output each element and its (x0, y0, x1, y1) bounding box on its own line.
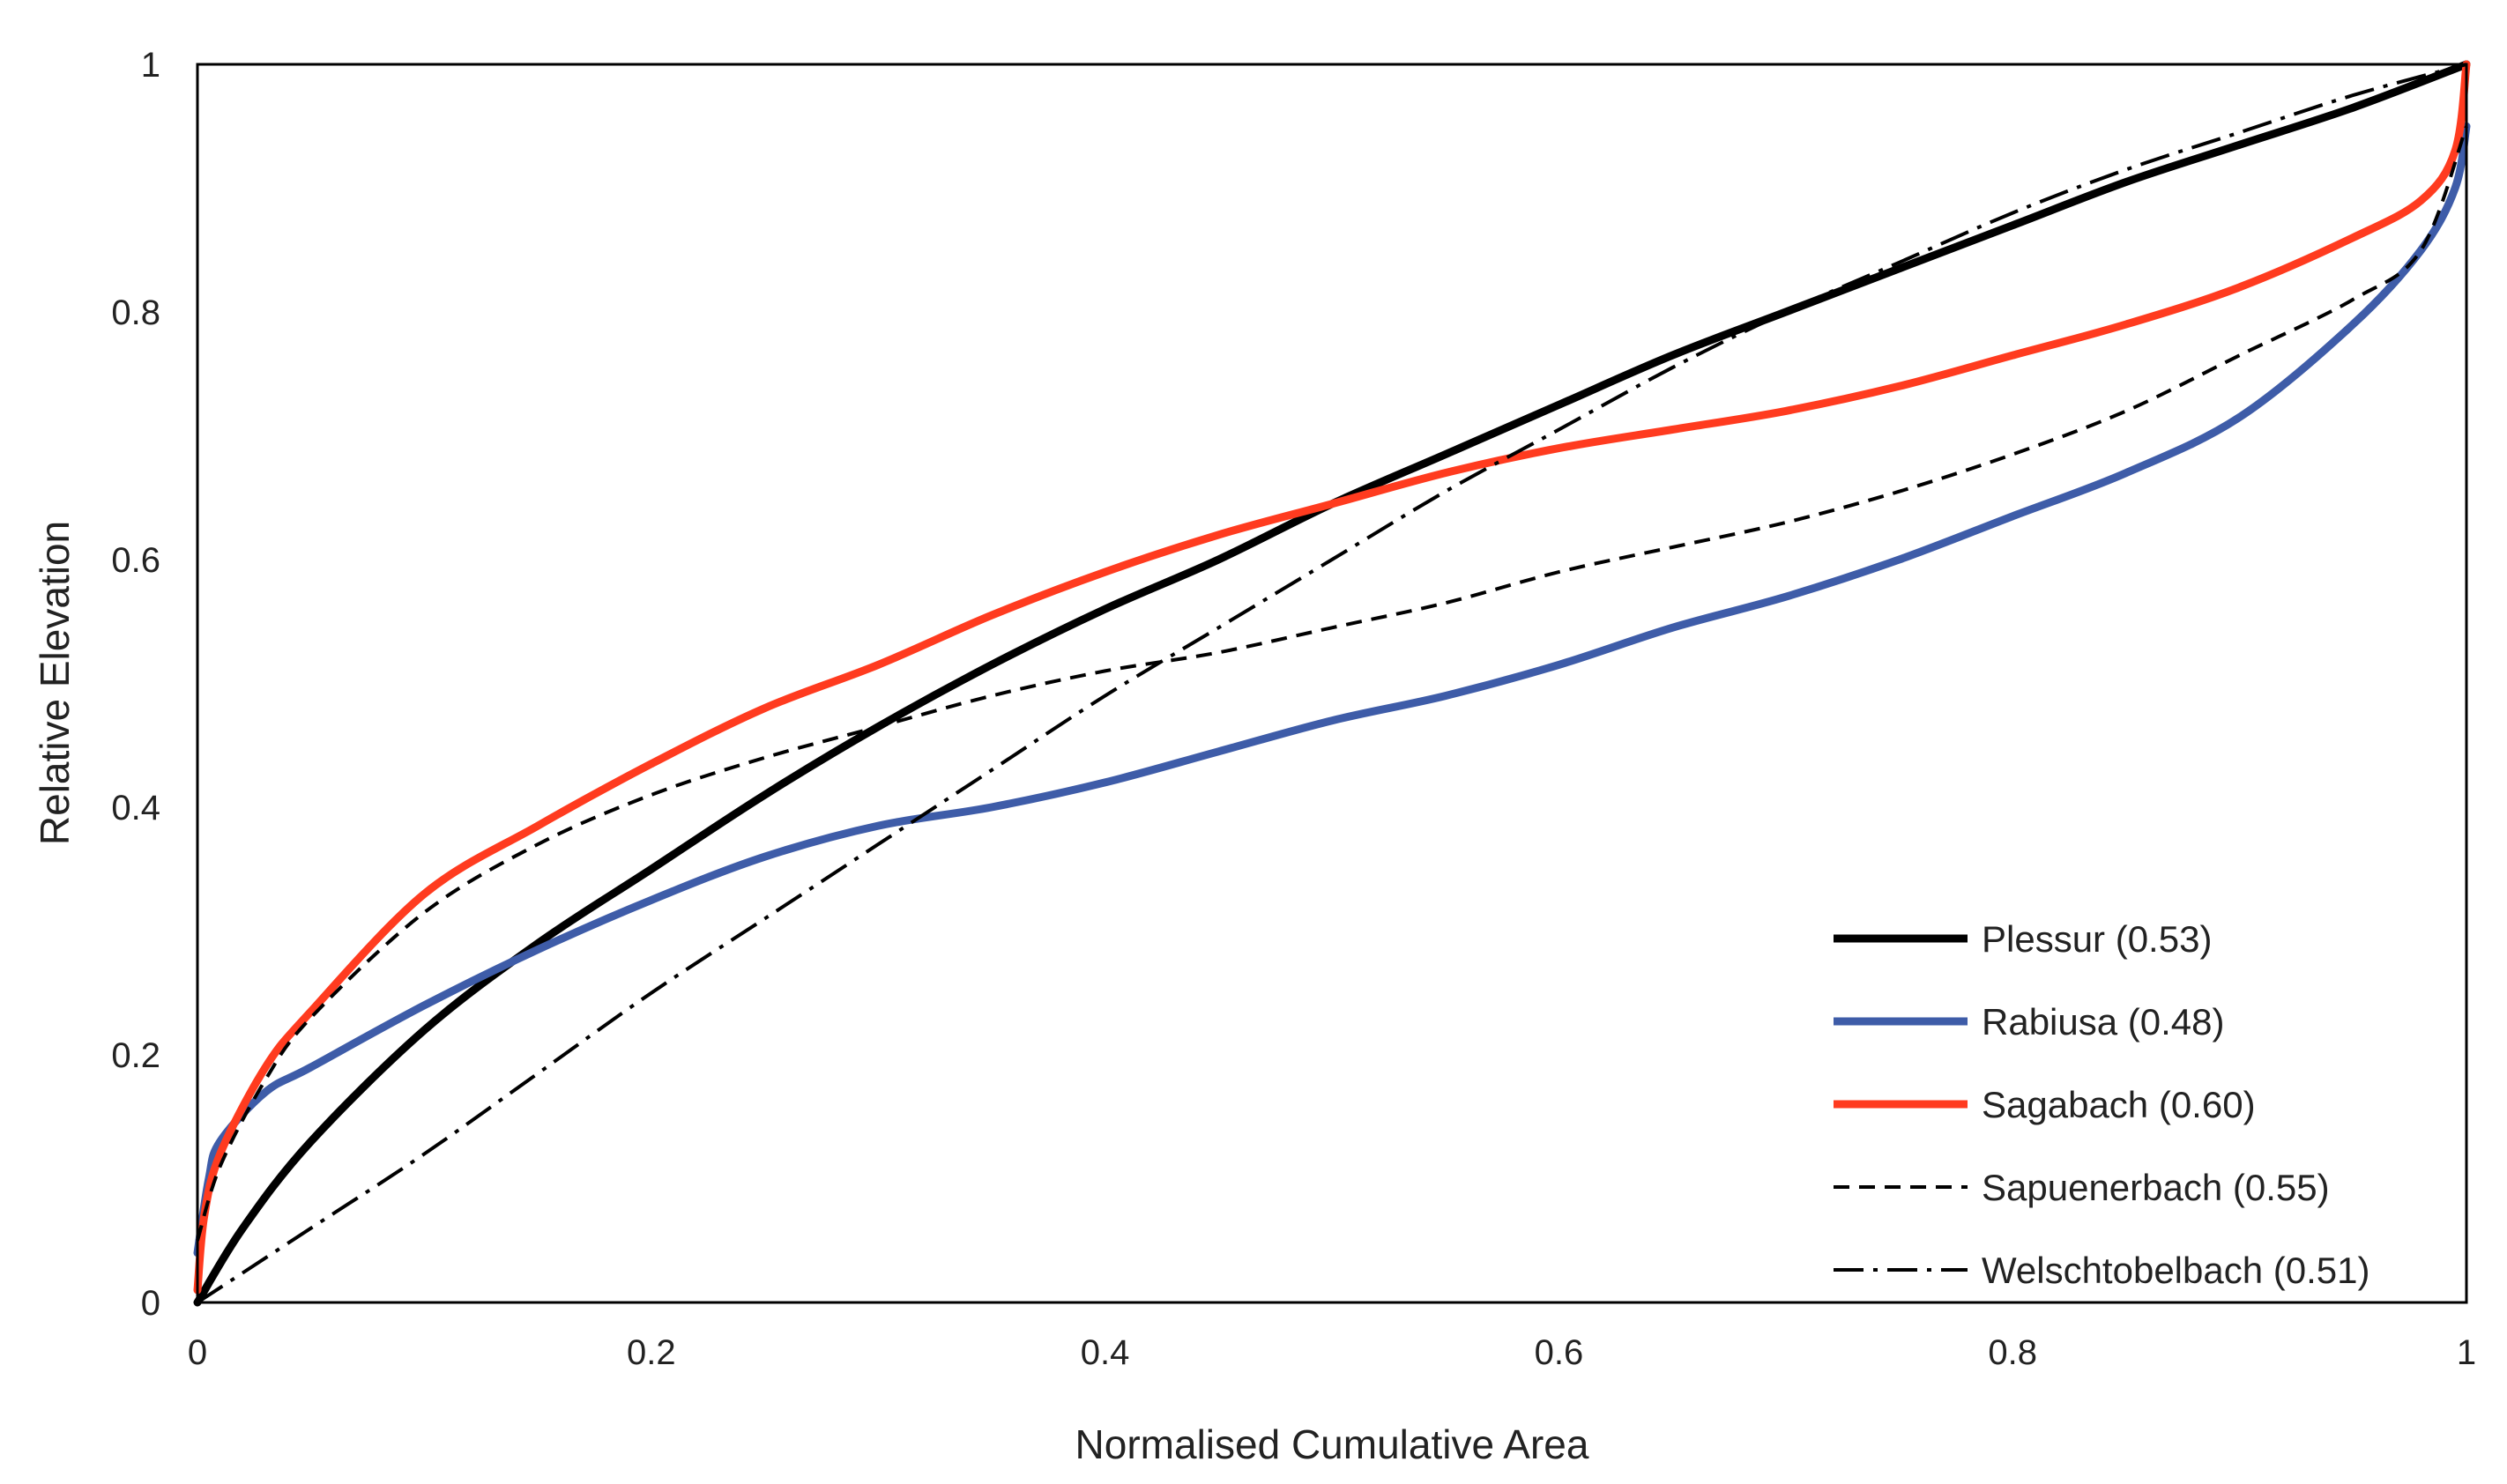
legend: Plessur (0.53) Rabiusa (0.48) Sagabach (0.… (1834, 918, 2369, 1291)
legend-label-welschtobelbach: Welschtobelbach (0.51) (1982, 1250, 2369, 1291)
series-line-rabiusa (193, 122, 2471, 1258)
legend-label-sapuenerbach: Sapuenerbach (0.55) (1982, 1167, 2330, 1208)
series-line-plessur (193, 60, 2471, 1307)
y-tick-label: 0.8 (111, 293, 160, 332)
y-tick-label: 0 (141, 1284, 160, 1323)
x-tick-label: 0 (188, 1333, 207, 1372)
y-tick-label: 0.6 (111, 541, 160, 580)
series-line-welschtobelbach (196, 63, 2467, 1304)
y-tick-label: 0.2 (111, 1036, 160, 1075)
x-tick-label: 0.8 (1988, 1333, 2037, 1372)
legend-label-rabiusa: Rabiusa (0.48) (1982, 1001, 2224, 1043)
legend-label-sagabach: Sagabach (0.60) (1982, 1084, 2256, 1125)
series-line-sagabach (193, 60, 2471, 1295)
x-tick-label: 0.2 (627, 1333, 676, 1372)
x-axis-ticks: 0 0.2 0.4 0.6 0.8 1 (188, 1333, 2476, 1372)
y-tick-label: 1 (141, 46, 160, 85)
series-line-sapuenerbach (196, 125, 2468, 1242)
y-tick-label: 0.4 (111, 789, 160, 827)
x-tick-label: 1 (2457, 1333, 2476, 1372)
x-tick-label: 0.6 (1535, 1333, 1584, 1372)
y-axis-ticks: 0 0.2 0.4 0.6 0.8 1 (111, 46, 160, 1323)
legend-label-plessur: Plessur (0.53) (1982, 918, 2212, 960)
series-layer (193, 60, 2471, 1307)
x-tick-label: 0.4 (1081, 1333, 1130, 1372)
y-axis-title: Relative Elevation (32, 521, 78, 845)
x-axis-title: Normalised Cumulative Area (1075, 1421, 1589, 1467)
plot-area-frame (196, 63, 2468, 1304)
